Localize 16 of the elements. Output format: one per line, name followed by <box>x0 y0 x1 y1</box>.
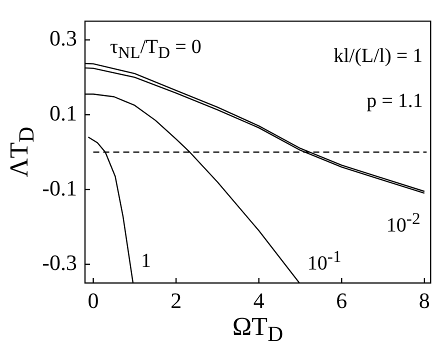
annotation: τ$_{NL}$/T$_{D}$ = 0 <box>110 36 202 62</box>
x-tick-label: 4 <box>253 288 264 313</box>
x-tick-label: 0 <box>88 288 99 313</box>
y-tick-label: 0.3 <box>50 26 77 51</box>
annotation: p = 1.1 <box>366 90 423 112</box>
x-tick-label: 2 <box>170 288 182 313</box>
y-tick-label: -0.1 <box>42 175 77 200</box>
x-tick-label: 8 <box>418 288 430 313</box>
x-axis-title: ΩT$_{D}$ <box>232 312 284 346</box>
annotation: kl/(L/l) = 1 <box>334 45 423 68</box>
y-tick-label: -0.3 <box>42 250 77 276</box>
series-label: 10$^{-2}$ <box>386 208 420 236</box>
series-label: 1 <box>141 250 152 272</box>
series-label: 10$^{-1}$ <box>307 246 342 274</box>
y-tick-label: 0.1 <box>50 100 77 126</box>
x-tick-label: 6 <box>336 288 348 313</box>
